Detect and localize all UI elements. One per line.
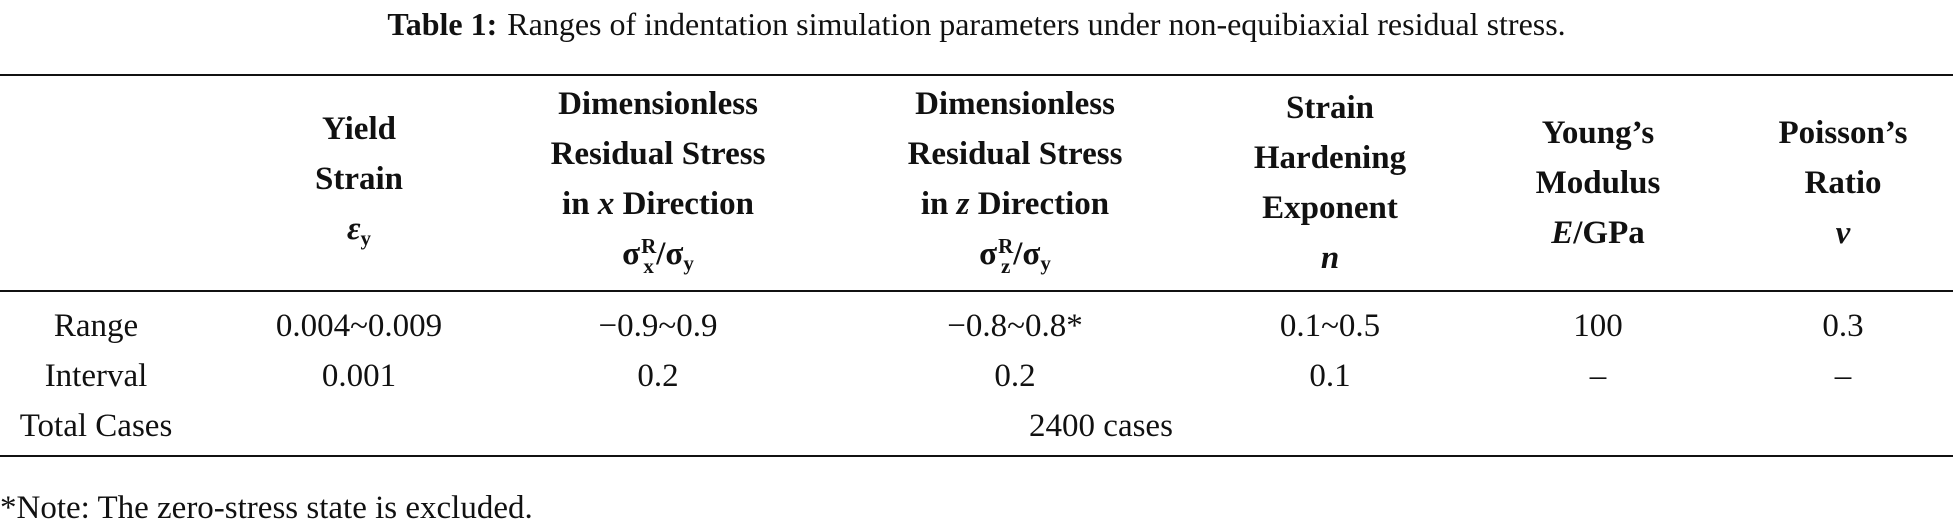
header-line: Residual Stress bbox=[907, 135, 1123, 172]
symbol: x bbox=[597, 185, 615, 222]
top-rule bbox=[0, 74, 1953, 76]
header-symbol: n bbox=[1321, 233, 1339, 283]
symbol: ν bbox=[1835, 215, 1851, 251]
table-cell: – bbox=[1834, 358, 1852, 394]
header-line: Exponent bbox=[1262, 190, 1398, 226]
bottom-rule bbox=[0, 455, 1953, 457]
header-cell: Young’s Modulus E/GPa bbox=[1448, 75, 1748, 291]
header-cell: Dimensionless Residual Stress in x Direc… bbox=[508, 75, 808, 291]
table-cell: 0.2 bbox=[637, 358, 679, 394]
header-line: Strain bbox=[314, 160, 403, 197]
header-cell: Poisson’s Ratio ν bbox=[1693, 75, 1953, 291]
subscript: x bbox=[643, 253, 654, 278]
superscript: R bbox=[998, 233, 1014, 258]
table-cell: 100 bbox=[1573, 308, 1623, 344]
caption-label: Table 1: bbox=[387, 6, 498, 42]
symbol: E bbox=[1551, 215, 1574, 251]
superscript: R bbox=[641, 233, 657, 258]
header-line: Dimensionless bbox=[915, 85, 1115, 122]
header-line: Dimensionless bbox=[558, 85, 758, 122]
table-cell: 0.001 bbox=[321, 358, 397, 394]
header-cell: Dimensionless Residual Stress in z Direc… bbox=[865, 75, 1165, 291]
symbol: σ bbox=[622, 235, 641, 272]
unit: /GPa bbox=[1573, 215, 1645, 251]
table-cell: 0.004~0.009 bbox=[275, 308, 443, 344]
table-cell: 0.1 bbox=[1309, 358, 1351, 394]
header-line: in z Direction bbox=[921, 179, 1109, 229]
subscript: y bbox=[683, 250, 694, 275]
row-label: Total Cases bbox=[19, 408, 173, 444]
symbol: σ bbox=[979, 235, 998, 272]
table-cell: 2400 cases bbox=[1029, 408, 1173, 444]
row-label: Range bbox=[53, 308, 139, 344]
text: in bbox=[920, 185, 949, 222]
header-line: Hardening bbox=[1253, 140, 1407, 176]
text: in bbox=[562, 185, 590, 222]
table-cell: 0.3 bbox=[1822, 308, 1864, 344]
footnote: *Note: The zero-stress state is excluded… bbox=[0, 490, 533, 526]
header-line: in x Direction bbox=[562, 179, 754, 229]
table-cell: −0.9~0.9 bbox=[598, 308, 718, 344]
symbol: /σ bbox=[1013, 235, 1041, 272]
header-line: Poisson’s bbox=[1778, 115, 1908, 151]
header-symbol: E/GPa bbox=[1551, 208, 1645, 258]
table-cell: 0.2 bbox=[994, 358, 1036, 394]
table-cell: 0.1~0.5 bbox=[1279, 308, 1381, 344]
subscript: y bbox=[360, 225, 372, 250]
header-line: Strain bbox=[1285, 90, 1374, 126]
subscript: y bbox=[1040, 250, 1051, 275]
header-line: Yield bbox=[322, 110, 396, 147]
header-symbol: εy bbox=[347, 204, 371, 263]
caption: Table 1: Ranges of indentation simulation… bbox=[0, 6, 1953, 43]
header-line: Modulus bbox=[1535, 165, 1661, 201]
symbol: n bbox=[1320, 240, 1340, 276]
header-line: Ratio bbox=[1804, 165, 1882, 201]
header-line: Young’s bbox=[1541, 115, 1655, 151]
header-cell: Yield Strain εy bbox=[209, 75, 509, 291]
text: Direction bbox=[977, 185, 1110, 222]
text: Direction bbox=[622, 185, 754, 222]
symbol: ε bbox=[346, 210, 361, 247]
header-symbol: ν bbox=[1836, 208, 1851, 258]
subscript: z bbox=[1001, 253, 1011, 278]
table-cell: −0.8~0.8* bbox=[947, 308, 1083, 344]
symbol: z bbox=[956, 185, 970, 222]
table-cell: – bbox=[1589, 358, 1607, 394]
header-rule bbox=[0, 290, 1953, 292]
header-line: Residual Stress bbox=[550, 135, 766, 172]
caption-text: Ranges of indentation simulation paramet… bbox=[507, 6, 1566, 42]
symbol: /σ bbox=[656, 235, 684, 272]
row-label: Interval bbox=[44, 358, 148, 394]
header-cell: Strain Hardening Exponent n bbox=[1180, 75, 1480, 291]
